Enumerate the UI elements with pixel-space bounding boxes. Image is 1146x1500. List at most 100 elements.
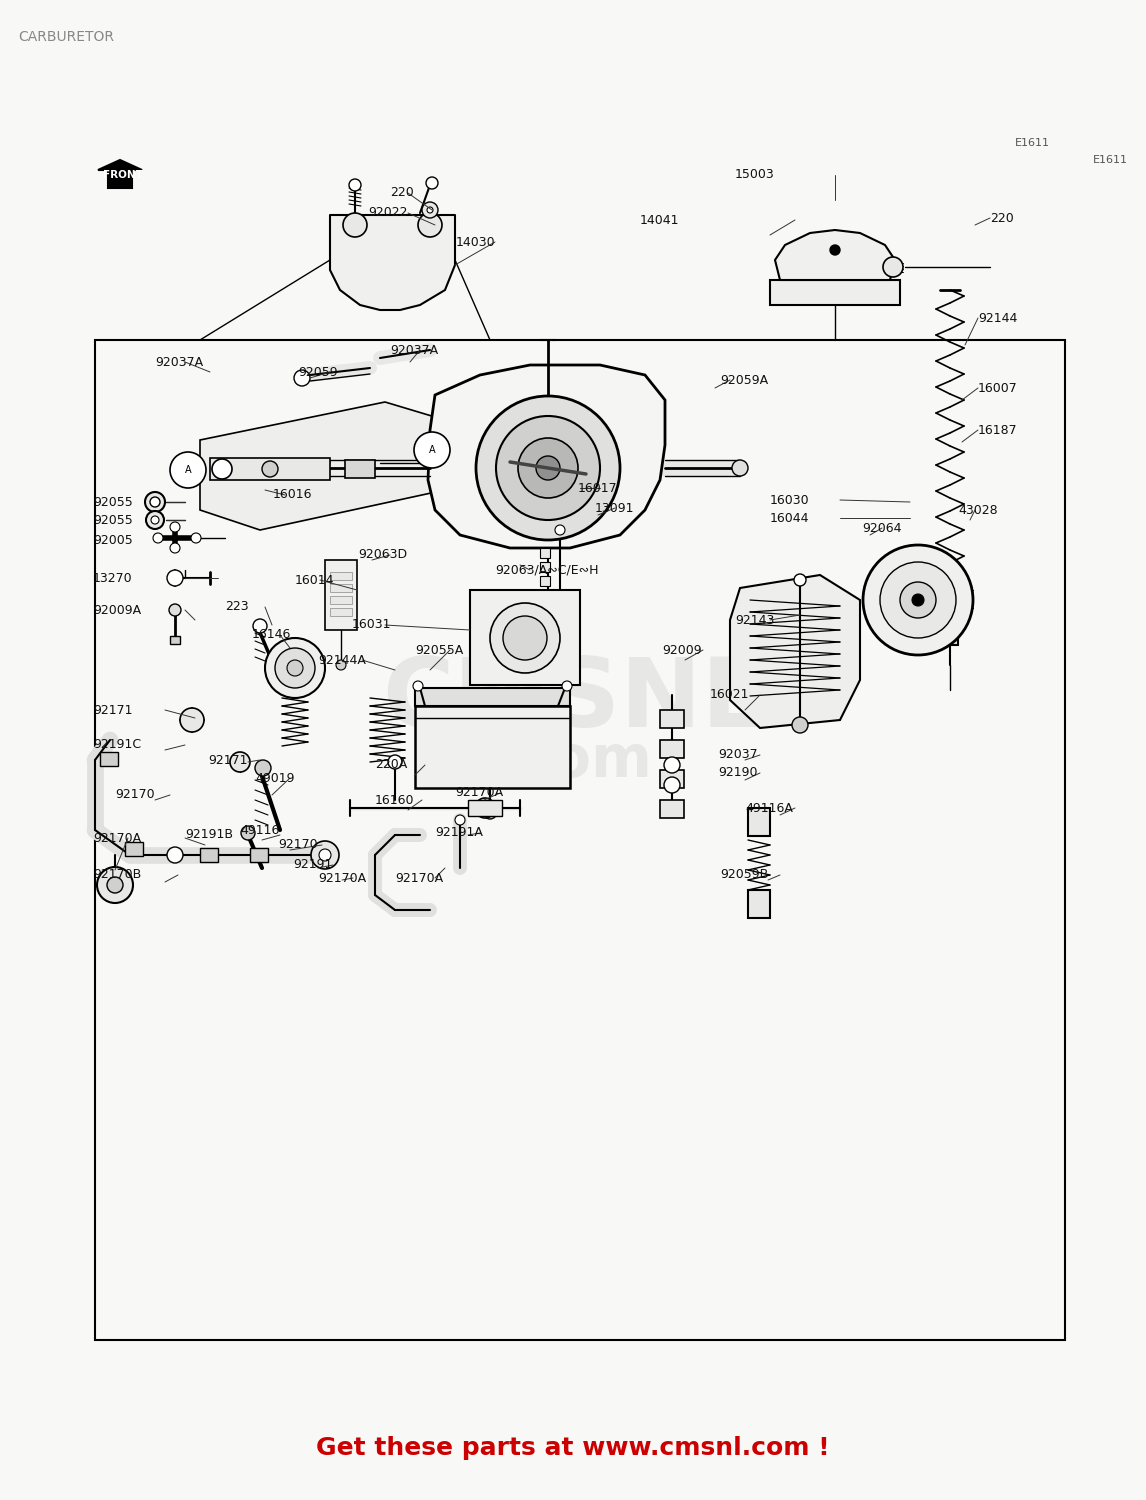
Text: 92170A: 92170A xyxy=(93,831,141,844)
Circle shape xyxy=(900,582,936,618)
Text: 92009: 92009 xyxy=(662,644,701,657)
Circle shape xyxy=(180,708,204,732)
Text: 92170A: 92170A xyxy=(455,786,503,800)
Bar xyxy=(330,584,352,592)
Circle shape xyxy=(191,532,201,543)
Bar xyxy=(210,458,330,480)
Circle shape xyxy=(107,878,123,892)
Text: 220A: 220A xyxy=(375,759,407,771)
Bar xyxy=(660,800,684,818)
Circle shape xyxy=(664,758,680,772)
Text: Get these parts at www.cmsnl.com !: Get these parts at www.cmsnl.com ! xyxy=(316,1436,830,1460)
Circle shape xyxy=(295,370,311,386)
Text: 92144A: 92144A xyxy=(317,654,366,666)
Polygon shape xyxy=(775,230,895,280)
Circle shape xyxy=(794,574,806,586)
Text: 92170A: 92170A xyxy=(317,871,366,885)
Text: 15003: 15003 xyxy=(735,168,775,182)
Bar xyxy=(125,842,143,856)
Bar xyxy=(345,460,375,478)
Circle shape xyxy=(262,460,278,477)
Bar xyxy=(468,800,502,816)
Bar xyxy=(770,280,900,304)
Text: A: A xyxy=(185,465,191,476)
Text: 13270: 13270 xyxy=(93,572,133,585)
Bar xyxy=(748,890,770,918)
Circle shape xyxy=(97,867,133,903)
Text: 92144: 92144 xyxy=(978,312,1018,324)
Text: 16017: 16017 xyxy=(578,482,618,495)
Circle shape xyxy=(863,544,973,656)
Text: 92063D: 92063D xyxy=(358,549,407,561)
Circle shape xyxy=(490,603,560,674)
Bar xyxy=(170,636,180,644)
Text: 14041: 14041 xyxy=(639,213,680,226)
Circle shape xyxy=(555,525,565,536)
Text: CARBURETOR: CARBURETOR xyxy=(18,30,113,44)
Circle shape xyxy=(151,516,159,524)
Text: 92064: 92064 xyxy=(862,522,902,534)
Text: 43028: 43028 xyxy=(958,504,998,516)
Circle shape xyxy=(536,456,560,480)
Circle shape xyxy=(343,213,367,237)
Bar xyxy=(250,847,268,862)
Circle shape xyxy=(170,522,180,532)
Text: 92059A: 92059A xyxy=(720,374,768,387)
Circle shape xyxy=(732,460,748,476)
Bar xyxy=(540,548,550,558)
Text: 92191C: 92191C xyxy=(93,738,141,752)
Circle shape xyxy=(146,512,164,530)
Circle shape xyxy=(350,178,361,190)
Text: 92191: 92191 xyxy=(293,858,332,871)
Text: 92037A: 92037A xyxy=(390,344,438,357)
Circle shape xyxy=(275,648,315,688)
Bar xyxy=(748,808,770,836)
Text: 14030: 14030 xyxy=(456,236,495,249)
Text: 92170A: 92170A xyxy=(395,871,444,885)
Text: 92170B: 92170B xyxy=(93,868,141,882)
Bar xyxy=(660,710,684,728)
Circle shape xyxy=(422,202,438,217)
Text: 92191B: 92191B xyxy=(185,828,233,842)
Circle shape xyxy=(388,754,402,770)
Text: 16031: 16031 xyxy=(352,618,392,632)
Text: 16030: 16030 xyxy=(770,494,809,507)
Bar xyxy=(95,340,1065,1340)
Bar xyxy=(942,596,958,613)
Text: 16187: 16187 xyxy=(978,423,1018,436)
Text: 92059: 92059 xyxy=(298,366,338,378)
Text: 16007: 16007 xyxy=(978,381,1018,394)
Text: 92037A: 92037A xyxy=(155,356,203,369)
Circle shape xyxy=(496,416,601,520)
Circle shape xyxy=(476,396,620,540)
Circle shape xyxy=(230,752,250,772)
Bar xyxy=(660,740,684,758)
Text: 220: 220 xyxy=(390,186,414,200)
Text: 92037: 92037 xyxy=(719,748,758,762)
Circle shape xyxy=(150,496,160,507)
Circle shape xyxy=(414,432,450,468)
Text: 92063/A∾C/E∾H: 92063/A∾C/E∾H xyxy=(495,564,598,576)
Text: 16146: 16146 xyxy=(252,628,291,642)
Text: 49116A: 49116A xyxy=(745,801,793,814)
Circle shape xyxy=(253,620,267,633)
Circle shape xyxy=(427,207,433,213)
Text: 92171: 92171 xyxy=(93,704,133,717)
Circle shape xyxy=(168,604,181,616)
Circle shape xyxy=(418,213,442,237)
Text: 49116: 49116 xyxy=(240,824,280,837)
Circle shape xyxy=(167,847,183,862)
Circle shape xyxy=(482,806,497,819)
Bar xyxy=(330,572,352,580)
Bar xyxy=(470,590,580,686)
Text: 16021: 16021 xyxy=(711,688,749,702)
Text: 92055A: 92055A xyxy=(415,644,463,657)
Text: CMSNL: CMSNL xyxy=(383,654,763,747)
Circle shape xyxy=(146,492,165,512)
Polygon shape xyxy=(201,402,445,530)
Bar xyxy=(540,562,550,572)
Circle shape xyxy=(286,660,303,676)
Text: 92059B: 92059B xyxy=(720,868,768,882)
Text: E1611: E1611 xyxy=(1093,154,1128,165)
Bar xyxy=(330,608,352,616)
